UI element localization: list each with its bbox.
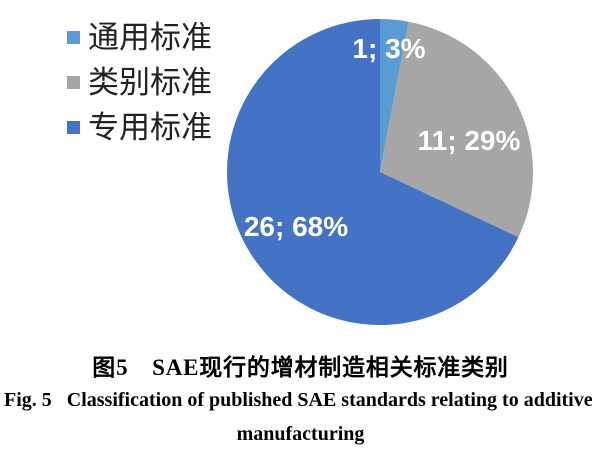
svg-text:26; 68%: 26; 68% [244, 211, 348, 242]
svg-text:11; 29%: 11; 29% [418, 125, 521, 156]
svg-text:1; 3%: 1; 3% [352, 33, 425, 64]
